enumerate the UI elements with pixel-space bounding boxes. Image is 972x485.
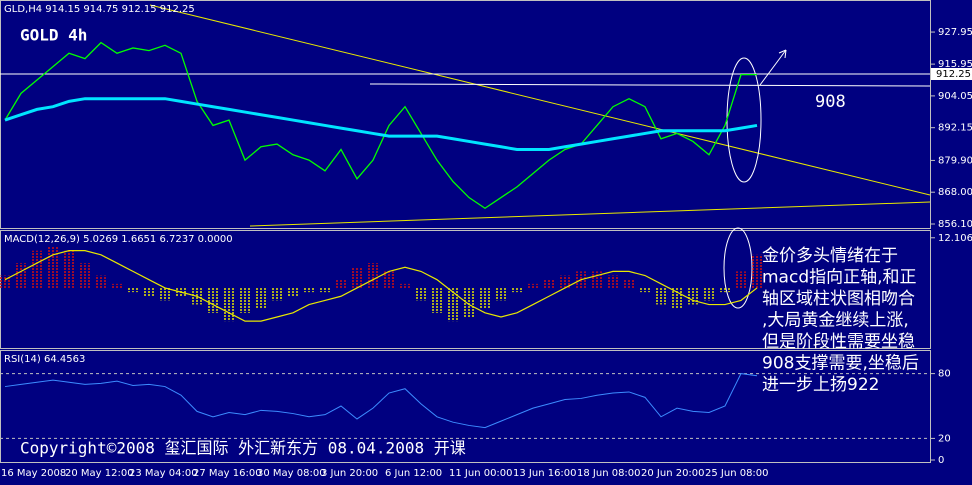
x-tick-label: 30 May 08:00: [257, 468, 326, 479]
panel-frames: [0, 0, 931, 463]
highlight-ellipse: [723, 227, 753, 309]
y-tick-label: 892.15: [938, 123, 972, 134]
note-line: 金价多头情绪在于: [762, 246, 898, 266]
y-tick-label: 868.00: [938, 187, 972, 198]
header: GLD,H4 914.15 914.75 912.15 912.25: [4, 4, 195, 15]
x-tick-label: 11 Jun 00:00: [449, 468, 513, 479]
y-tick-label: 915.95: [938, 59, 972, 70]
y-tick-label: 904.05: [938, 91, 972, 102]
x-tick-label: 20 Jun 20:00: [641, 468, 705, 479]
y-tick-label: 0: [938, 455, 944, 466]
support-lines: [0, 49, 931, 87]
x-tick-label: 16 May 2008: [1, 468, 66, 479]
note-line: 908支撑需要,坐稳后: [762, 354, 919, 374]
note-line: macd指向正轴,和正: [762, 268, 917, 288]
x-tick-label: 6 Jun 12:00: [385, 468, 442, 479]
x-tick-label: 18 Jun 08:00: [577, 468, 641, 479]
y-tick-label: 856.10: [938, 219, 972, 230]
x-tick-label: 25 Jun 08:00: [705, 468, 769, 479]
rsi-line: [4, 373, 758, 429]
macd-title: MACD(12,26,9) 5.0269 1.6651 6.7237 0.000…: [4, 234, 233, 245]
y-tick-label: 879.90: [938, 155, 972, 166]
note-line: 轴区域柱状图相吻合: [762, 289, 915, 309]
moving-average: [4, 97, 758, 151]
note-line: 进一步上扬922: [762, 375, 879, 395]
symbol-label: GOLD 4h: [20, 26, 87, 45]
x-tick-label: 13 Jun 16:00: [513, 468, 577, 479]
y-tick-label: 12.1063: [938, 233, 972, 244]
trend-lines: [149, 4, 931, 227]
rsi-title: RSI(14) 64.4563: [4, 354, 85, 365]
y-tick-label: 927.95: [938, 27, 972, 38]
level-label: 908: [815, 92, 846, 112]
y-tick-label: 80: [938, 369, 951, 380]
signal-line: [4, 250, 758, 322]
last-price-box: [931, 67, 972, 80]
x-tick-label: 27 May 16:00: [193, 468, 262, 479]
y-tick-label: 20: [938, 433, 951, 444]
x-tick-label: 23 May 04:00: [129, 468, 198, 479]
x-tick-label: 20 May 12:00: [65, 468, 134, 479]
note-line: ,大局黄金继续上涨,: [762, 311, 909, 331]
price-line: [4, 41, 757, 210]
note-line: 但是阶段性需要坐稳: [762, 332, 915, 352]
copyright: Copyright©2008 玺汇国际 外汇新东方 08.04.2008 开课: [20, 439, 466, 458]
last-price-label: 912.25: [936, 69, 971, 80]
x-tick-label: 3 Jun 20:00: [321, 468, 378, 479]
